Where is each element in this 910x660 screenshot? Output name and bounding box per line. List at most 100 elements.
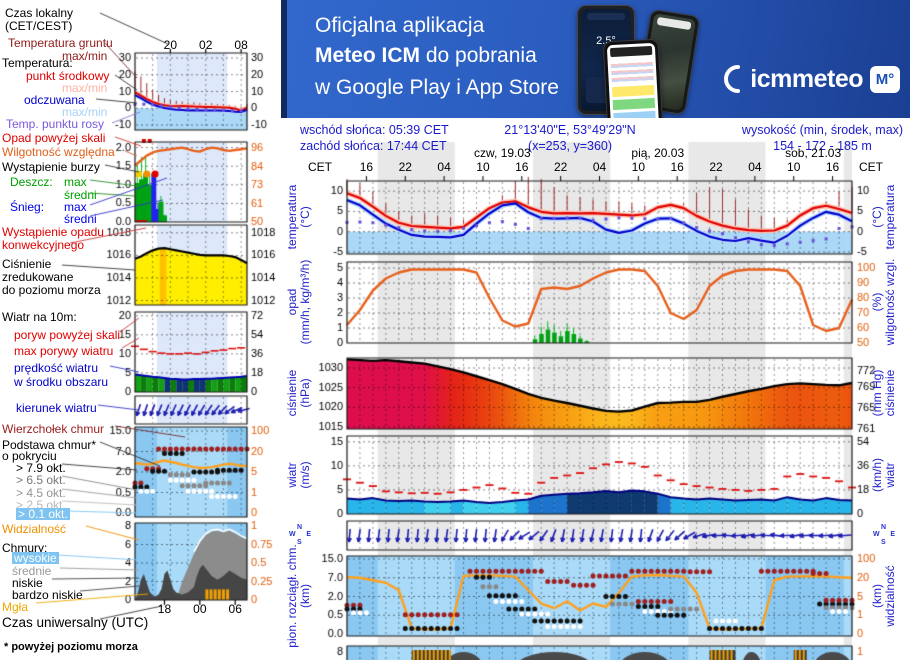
time-tick-label: 10 [787, 160, 801, 174]
legend-item: Temperatura: [2, 56, 73, 70]
axis-unit: ciśnienie [883, 369, 897, 417]
legend-item: > 6.5 okt. [16, 473, 66, 487]
location-grid: (x=253, y=360) [527, 139, 613, 153]
legend-item: Czas lokalny [5, 6, 74, 20]
location-info: 21°13'40"E, 53°49'29"N (x=253, y=360) [455, 122, 685, 154]
logo-swoosh-icon [724, 65, 741, 93]
axis-unit: (°C) [298, 206, 312, 228]
legend-item: Temperatura gruntu [8, 36, 113, 50]
sunset-time: zachód słońca: 17:44 CET [300, 139, 447, 153]
axis-unit: (hPa) [298, 378, 312, 408]
compass-letter: E [306, 531, 311, 538]
time-tick-label: 10 [631, 160, 646, 174]
legend-item: Opad powyżej skali [2, 131, 106, 145]
legend-item: wysokie [12, 551, 59, 565]
altitude-values: 154 - 172 - 185 m [773, 139, 872, 153]
compass-letter: W [873, 531, 880, 538]
app-promo-banner[interactable]: Oficjalna aplikacja Meteo ICM do pobrani… [281, 0, 910, 118]
sunrise-time: wschód słońca: 05:39 CET [300, 123, 449, 137]
day-label: sob, 21.03 [785, 146, 842, 160]
legend-item: poryw powyżej skali [14, 328, 121, 342]
time-tick-label: 16 [670, 160, 684, 174]
legend-item: Wystąpienie burzy [2, 160, 100, 174]
time-tick-label: 04 [748, 160, 762, 174]
axis-unit: wiatr [883, 462, 897, 488]
banner-edge [281, 0, 287, 118]
legend-item: > 4.5 okt. [16, 486, 66, 500]
icmmeteo-logo: icmmeteo M° [717, 62, 900, 96]
legend-item: Ciśnienie [2, 257, 52, 271]
cet-label-right: CET [859, 160, 883, 174]
cet-label-left: CET [308, 160, 332, 174]
rotated-axis-label: temperatura (°C) [285, 185, 312, 250]
altitude-info: wysokość (min, środek, max) 154 - 172 - … [735, 122, 910, 154]
legend-item: zredukowane [2, 270, 74, 284]
legend-item: Śnieg: [10, 200, 45, 214]
axis-unit: (m/s) [298, 461, 312, 489]
banner-app-name: Meteo ICM [315, 44, 420, 67]
time-tick-label: 04 [437, 160, 451, 174]
axis-unit: wilgotność wzgl. [883, 258, 897, 346]
compass-letter: N [297, 524, 303, 531]
compass-letter: N [881, 524, 887, 531]
legend-item: Podstawa chmur* [2, 438, 97, 452]
rotated-axis-label: pion. rozciągł. chm. (km) [285, 544, 312, 647]
legend-item: punkt środkowy [26, 69, 110, 83]
legend-item: Mgła [2, 600, 29, 614]
thumb-time-label: 02 [199, 38, 213, 52]
compass-letter: E [890, 531, 895, 538]
legend-item: max/min [62, 49, 108, 63]
legend-item: średni [64, 212, 97, 226]
legend-item: bardzo niskie [12, 588, 83, 602]
legend-item: Deszcz: [10, 175, 53, 189]
rotated-axis-label: (km) widzialność [870, 565, 897, 627]
logo-text: icmmeteo [750, 64, 863, 93]
location-coords: 21°13'40"E, 53°49'29"N [504, 123, 636, 137]
legend-item: (CET/CEST) [5, 19, 73, 33]
phone-mockup-meteogram [602, 38, 664, 118]
legend-item: > 0.1 okt. [16, 507, 70, 521]
banner-line2-rest: do pobrania [420, 44, 537, 67]
legend-item: Czas uniwersalny (UTC) [2, 615, 149, 630]
legend-item: w środku obszaru [14, 375, 109, 389]
legend-item: Chmury: [2, 541, 48, 555]
thumb-time-label: 20 [163, 38, 178, 52]
legend-item: niskie [12, 576, 43, 590]
legend-item: max/min [62, 105, 108, 119]
time-tick-label: 16 [359, 160, 374, 174]
legend-item: max porywy wiatru [14, 344, 114, 358]
axis-unit: (km) [298, 584, 312, 609]
rotated-axis-label: wiatr (m/s) [285, 461, 312, 489]
thumb-time-label: 08 [234, 38, 248, 52]
compass-letter: S [297, 539, 302, 546]
legend-item: > 7.9 okt. [16, 461, 66, 475]
axis-unit: temperatura [883, 184, 897, 250]
legend-item: średni [64, 188, 97, 202]
time-tick-label: 22 [709, 160, 723, 174]
legend-item: średnie [12, 564, 52, 578]
rotated-axis-label: opad (mm/h, kg/m³/h) [285, 260, 312, 345]
legend-item: do poziomu morza [2, 283, 101, 297]
rotated-axis-label: (°C) temperatura [870, 184, 897, 250]
legend-item: kierunek wiatru [16, 401, 97, 415]
rotated-axis-label: (km/h) wiatr [870, 458, 897, 492]
time-tick-label: 22 [398, 160, 412, 174]
day-label: czw, 19.03 [474, 146, 531, 160]
legend-item: Temp. punktu rosy [6, 117, 105, 131]
time-tick-label: 10 [476, 160, 490, 174]
legend-item: max/min [62, 81, 108, 95]
legend-item: Wilgotność względna [2, 145, 115, 159]
axis-unit: widzialność [883, 565, 897, 627]
legend-item: Wystąpienie opadu [2, 225, 104, 239]
banner-line2: Meteo ICM do pobrania [315, 44, 537, 68]
legend-item: Wierzchołek chmur [2, 422, 105, 436]
legend-item: Wiatr na 10m: [2, 310, 77, 324]
legend-item: prędkość wiatru [14, 361, 99, 375]
compass-letter: S [881, 539, 886, 546]
thumb-utc-label: 18 [157, 602, 172, 616]
rotated-axis-label: ciśnienie (hPa) [285, 370, 312, 417]
time-tick-label: 16 [515, 160, 529, 174]
